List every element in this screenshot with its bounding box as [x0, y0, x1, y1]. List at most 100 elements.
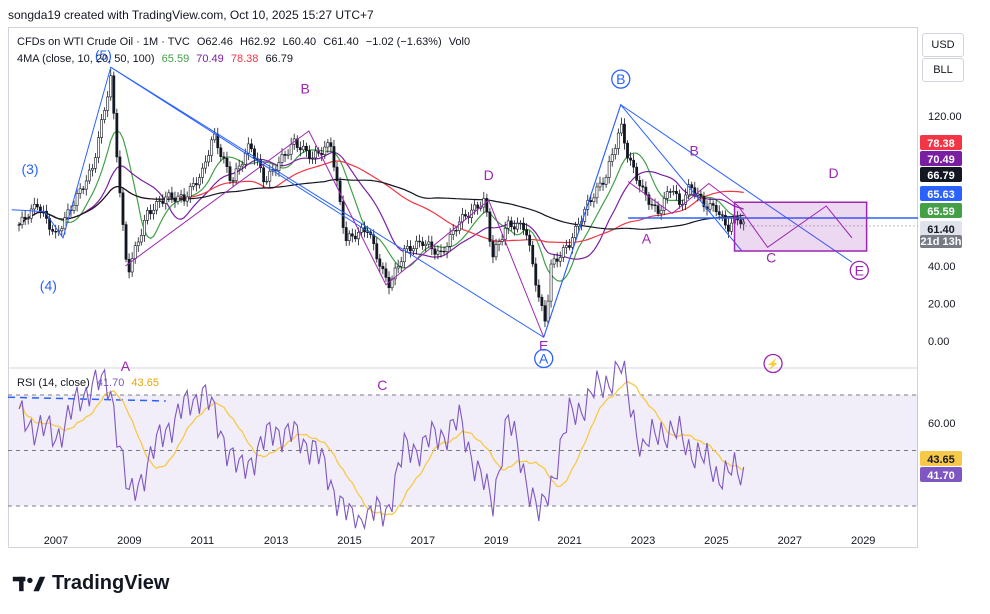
- candle-body: [671, 190, 675, 193]
- candle-body: [583, 209, 587, 222]
- candle-body: [659, 209, 663, 214]
- candle-body: [109, 75, 113, 98]
- candle-body: [191, 183, 195, 187]
- symbol-name[interactable]: CFDs on WTI Crude Oil · 1M · TVC: [17, 36, 190, 48]
- candle-body: [155, 201, 159, 211]
- candle-body: [464, 214, 467, 217]
- wave-label-6: D: [484, 167, 494, 183]
- wave-label-4: B: [301, 81, 310, 97]
- rsi-value: 41.70: [96, 377, 125, 389]
- candle-body: [650, 204, 654, 206]
- candle-body: [341, 201, 345, 228]
- candle-body: [690, 184, 694, 189]
- x-tick-2021: 2021: [557, 535, 581, 547]
- ma-legend[interactable]: 4MA (close, 10, 20, 50, 100) 65.59 70.49…: [17, 53, 297, 65]
- ma-label[interactable]: 4MA (close, 10, 20, 50, 100): [17, 53, 155, 65]
- candle-body: [512, 226, 516, 230]
- candle-body: [350, 233, 354, 237]
- created-by-header: songda19 created with TradingView.com, O…: [8, 8, 374, 22]
- lightning-icon: [763, 353, 783, 374]
- x-tick-2019: 2019: [484, 535, 508, 547]
- candle-body: [696, 193, 700, 196]
- candle-body: [234, 168, 238, 181]
- candle-body: [81, 188, 85, 190]
- candle-body: [381, 265, 385, 270]
- y-tick-40.00: 40.00: [928, 261, 956, 273]
- unit-button[interactable]: BLL: [922, 58, 964, 82]
- candle-body: [286, 153, 290, 156]
- tradingview-logo-icon: [12, 576, 46, 591]
- wave-label-13: D: [829, 165, 839, 181]
- wave-label-10: A: [642, 231, 652, 247]
- candle-body: [133, 245, 137, 259]
- candle-body: [121, 192, 125, 225]
- candle-body: [720, 214, 724, 216]
- candle-body: [100, 119, 103, 138]
- lightning-glyph: ⚡: [767, 358, 779, 371]
- candle-body: [103, 110, 107, 120]
- rsi-badge-0: [920, 451, 962, 466]
- rsi-label[interactable]: RSI (14, close): [17, 377, 90, 389]
- wave-circle-9: [611, 69, 631, 89]
- candle-body: [262, 167, 266, 183]
- candle-body: [531, 244, 535, 265]
- candle-body: [136, 241, 140, 247]
- price-badge-text-0: 78.38: [927, 138, 955, 150]
- candle-body: [301, 145, 305, 151]
- candle-body: [687, 184, 691, 196]
- candle-body: [574, 225, 577, 238]
- x-tick-2025: 2025: [704, 535, 728, 547]
- candle-body: [357, 232, 360, 240]
- candle-body: [112, 75, 116, 114]
- price-badge-text-1: 70.49: [927, 154, 955, 166]
- candle-body: [60, 228, 64, 232]
- candle-body: [353, 235, 357, 240]
- ma-line-10: [18, 130, 745, 282]
- candle-body: [149, 210, 152, 215]
- tradingview-logo[interactable]: TradingView: [12, 572, 169, 595]
- candle-body: [308, 150, 311, 160]
- candle-body: [675, 190, 678, 195]
- chart-panel[interactable]: [8, 27, 918, 548]
- candle-body: [314, 150, 318, 159]
- rsi-ma-value: 43.65: [131, 377, 159, 389]
- candle-body: [72, 204, 76, 211]
- candle-body: [17, 224, 21, 226]
- candle-body: [436, 250, 440, 255]
- candle-body: [265, 180, 269, 183]
- rsi-legend[interactable]: RSI (14, close) 41.70 43.65: [17, 377, 163, 389]
- ma50-value: 78.38: [230, 53, 259, 65]
- candle-body: [613, 148, 617, 155]
- candle-body: [571, 237, 574, 248]
- candle-body: [118, 156, 122, 194]
- candle-body: [277, 162, 281, 172]
- candle-body: [240, 164, 244, 167]
- ma-line-50: [18, 160, 744, 244]
- candle-body: [540, 296, 544, 306]
- candle-body: [656, 205, 660, 214]
- candle-body: [500, 239, 504, 242]
- projection-box: [733, 201, 868, 252]
- candle-body: [323, 146, 327, 156]
- candle-body: [384, 268, 388, 278]
- symbol-legend[interactable]: CFDs on WTI Crude Oil · 1M · TVC O62.46 …: [17, 36, 474, 48]
- legend-change: −1.02 (−1.63%): [365, 36, 442, 48]
- candle-body: [457, 221, 461, 231]
- candle-body: [127, 258, 131, 273]
- candle-body: [164, 196, 168, 204]
- candle-body: [552, 258, 556, 265]
- candle-body: [213, 133, 217, 141]
- legend-high: H62.92: [239, 36, 276, 48]
- candle-body: [20, 216, 24, 226]
- x-tick-2011: 2011: [190, 535, 214, 547]
- currency-button[interactable]: USD: [922, 33, 964, 57]
- candle-body: [678, 193, 681, 205]
- candle-body: [604, 177, 608, 185]
- candle-body: [344, 227, 348, 242]
- candle-body: [90, 168, 94, 171]
- candle-body: [311, 157, 314, 160]
- candle-body: [268, 170, 272, 182]
- candle-body: [207, 155, 210, 163]
- candle-body: [106, 96, 110, 111]
